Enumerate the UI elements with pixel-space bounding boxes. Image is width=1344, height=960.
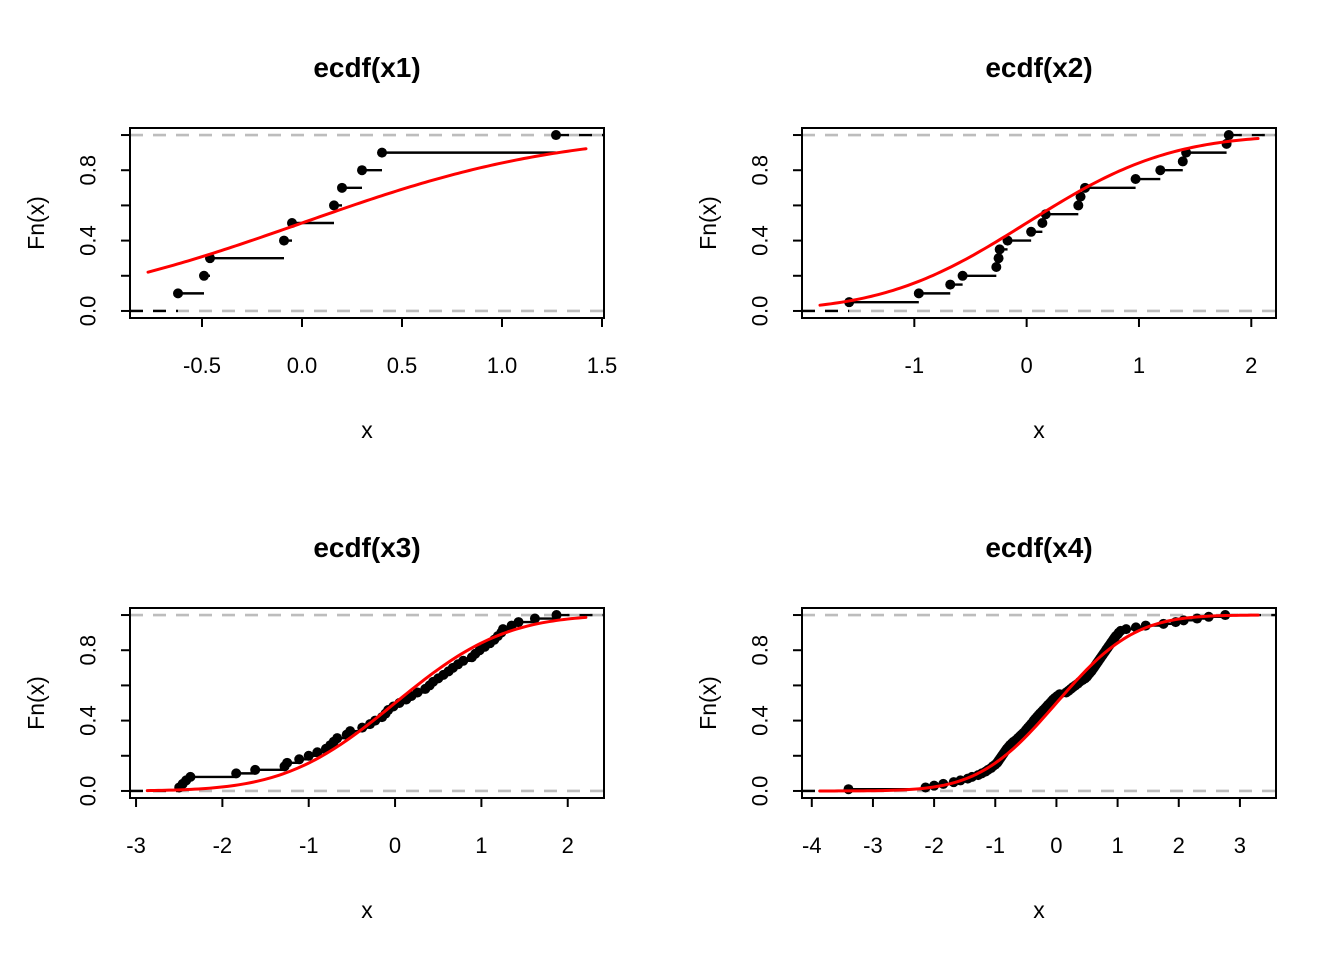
x-tick-label: 0.5 xyxy=(387,353,418,378)
x-tick-label: 0 xyxy=(1050,833,1062,858)
panel-ecdf-x3: -3 -2 -1 0 1 2 0.0 0.4 0.8 ecdf(x3) x Fn(x) xyxy=(0,480,672,960)
plot-area-x2: -1 0 1 2 0.0 0.4 0.8 xyxy=(748,127,1277,378)
y-axis-label: Fn(x) xyxy=(695,196,721,250)
y-tick-label: 0.0 xyxy=(748,776,773,807)
x-tick-label: 2 xyxy=(562,833,574,858)
y-tick-label: 0.4 xyxy=(748,705,773,736)
panel-ecdf-x2: -1 0 1 2 0.0 0.4 0.8 ecdf(x2) x Fn(x) xyxy=(672,0,1344,480)
y-tick-label: 0.8 xyxy=(76,155,101,186)
y-tick-label: 0.8 xyxy=(748,635,773,666)
x-tick-label: 1 xyxy=(1133,353,1145,378)
ecdf-plot-x3: -3 -2 -1 0 1 2 0.0 0.4 0.8 ecdf(x3) x Fn(x) xyxy=(23,532,605,923)
y-axis-label: Fn(x) xyxy=(23,196,49,250)
x-tick-label: 0 xyxy=(1021,353,1033,378)
x-tick-label: -1 xyxy=(299,833,319,858)
panel-title: ecdf(x2) xyxy=(985,52,1092,83)
y-tick-label: 0.4 xyxy=(76,225,101,256)
x-tick-label: -0.5 xyxy=(183,353,221,378)
plot-area-x3: -3 -2 -1 0 1 2 0.0 0.4 0.8 xyxy=(76,607,605,858)
x-tick-label: 3 xyxy=(1234,833,1246,858)
y-axis-label: Fn(x) xyxy=(23,676,49,730)
x-tick-label: -3 xyxy=(863,833,883,858)
x-tick-label: 1 xyxy=(475,833,487,858)
panel-ecdf-x1: -0.5 0.0 0.5 1.0 1.5 0.0 0.4 0.8 ecdf(x1) x Fn(… xyxy=(0,0,672,480)
y-tick-label: 0.4 xyxy=(76,705,101,736)
ecdf-plot-x4: -4 -3 -2 -1 0 1 2 3 0.0 0.4 0.8 ecdf(x4) x Fn(x) xyxy=(695,532,1277,923)
x-tick-label: -1 xyxy=(985,833,1005,858)
y-tick-label: 0.0 xyxy=(76,776,101,807)
x-axis-label: x xyxy=(1033,417,1045,443)
y-tick-label: 0.8 xyxy=(748,155,773,186)
x-tick-label: 0.0 xyxy=(287,353,318,378)
x-axis-label: x xyxy=(361,417,373,443)
y-tick-label: 0.8 xyxy=(76,635,101,666)
plot-area-x4: -4 -3 -2 -1 0 1 2 3 0.0 0.4 0.8 xyxy=(748,607,1277,858)
panel-title: ecdf(x3) xyxy=(313,532,420,563)
x-tick-label: -2 xyxy=(213,833,233,858)
ecdf-plot-x2: -1 0 1 2 0.0 0.4 0.8 ecdf(x2) x Fn(x) xyxy=(695,52,1277,443)
x-tick-label: 0 xyxy=(389,833,401,858)
ecdf-plot-x1: -0.5 0.0 0.5 1.0 1.5 0.0 0.4 0.8 ecdf(x1) x Fn(… xyxy=(23,52,618,443)
x-tick-label: -3 xyxy=(126,833,146,858)
panel-title: ecdf(x1) xyxy=(313,52,420,83)
x-tick-label: 2 xyxy=(1245,353,1257,378)
x-tick-label: -4 xyxy=(802,833,822,858)
panel-ecdf-x4: -4 -3 -2 -1 0 1 2 3 0.0 0.4 0.8 ecdf(x4) x Fn(x) xyxy=(672,480,1344,960)
x-axis-label: x xyxy=(1033,897,1045,923)
x-tick-label: 2 xyxy=(1173,833,1185,858)
plot-area-x1: -0.5 0.0 0.5 1.0 1.5 0.0 0.4 0.8 xyxy=(76,127,618,378)
panel-title: ecdf(x4) xyxy=(985,532,1092,563)
x-tick-label: -2 xyxy=(924,833,944,858)
x-tick-label: -1 xyxy=(905,353,925,378)
y-axis-label: Fn(x) xyxy=(695,676,721,730)
x-tick-label: 1.0 xyxy=(487,353,518,378)
x-tick-label: 1 xyxy=(1111,833,1123,858)
x-axis-label: x xyxy=(361,897,373,923)
y-tick-label: 0.0 xyxy=(76,296,101,327)
y-tick-label: 0.0 xyxy=(748,296,773,327)
x-tick-label: 1.5 xyxy=(587,353,618,378)
y-tick-label: 0.4 xyxy=(748,225,773,256)
